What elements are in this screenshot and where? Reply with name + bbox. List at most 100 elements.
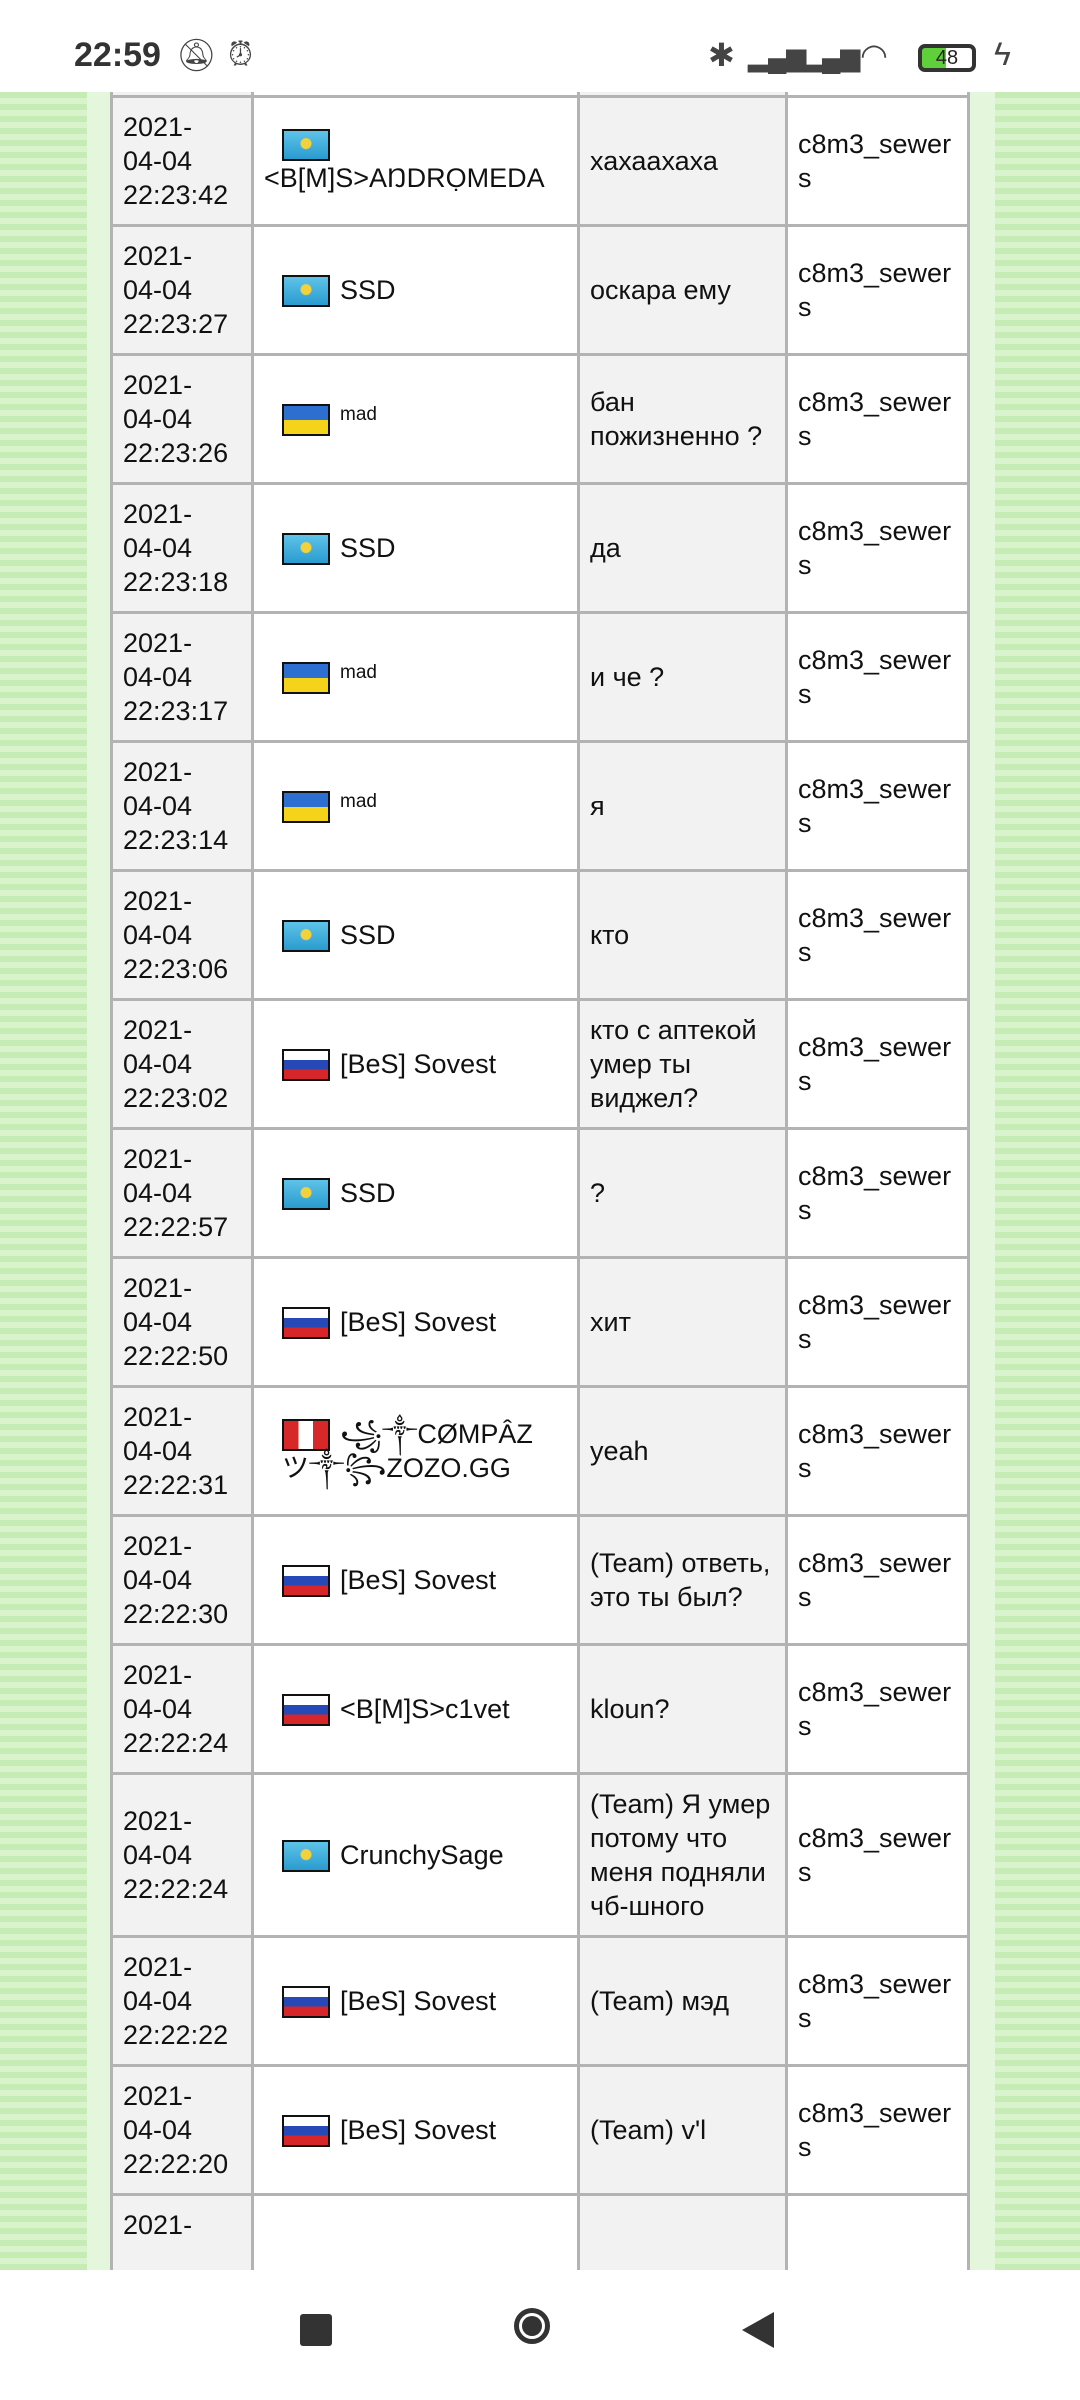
- player-name[interactable]: [BeS] Sovest: [340, 1048, 497, 1079]
- flag-icon-kz: [282, 920, 330, 953]
- player-cell: [251, 2193, 580, 2270]
- map-cell: c8m3_sewers: [785, 1935, 970, 2067]
- player-cell: <B[M]S>AŊDRỌMEDA: [251, 95, 580, 227]
- timestamp-cell: 2021- 04-04 22:23:14: [110, 740, 254, 872]
- timestamp-cell: 2021- 04-04 22:22:24: [110, 1772, 254, 1938]
- flag-icon-ua: [282, 662, 330, 695]
- date-year: 2021-: [123, 1015, 193, 1045]
- time: 22:22:50: [123, 1341, 229, 1371]
- flag-icon-kz: [282, 533, 330, 566]
- time: 22:22:30: [123, 1599, 229, 1629]
- table-row: 2021- 04-04 22:22:20 [BeS] Sovest (Team) v…: [110, 2064, 970, 2196]
- timestamp-cell: 2021- 04-04 22:22:24: [110, 1643, 254, 1775]
- player-name[interactable]: mad: [340, 403, 377, 425]
- message-cell: [577, 2193, 788, 2270]
- timestamp-cell: 2021- 04-04 22:22:20: [110, 2064, 254, 2196]
- player-name[interactable]: [BeS] Sovest: [340, 1564, 497, 1595]
- player-name[interactable]: mad: [340, 661, 377, 683]
- flag-icon-ru: [282, 1694, 330, 1727]
- flag-icon-ru: [282, 1565, 330, 1598]
- message-cell: да: [577, 482, 788, 614]
- date-day: 04-04: [123, 920, 193, 950]
- date-year: 2021-: [123, 1531, 193, 1561]
- timestamp-cell: 2021- 04-04 22:23:06: [110, 869, 254, 1001]
- timestamp-cell: 2021- 04-04 22:23:17: [110, 611, 254, 743]
- timestamp-cell: 2021- 04-04 22:23:26: [110, 353, 254, 485]
- flag-icon-kz: [282, 1178, 330, 1211]
- player-name[interactable]: SSD: [340, 1177, 396, 1208]
- message-cell: (Team) ответь, это ты был?: [577, 1514, 788, 1646]
- table-row: 2021- 04-04 22:22:24 CrunchySage (Team) Я …: [110, 1772, 970, 1938]
- timestamp-cell: 2021- 04-04 22:22:22: [110, 1935, 254, 2067]
- player-name[interactable]: SSD: [340, 532, 396, 563]
- table-row: 2021- 04-04 22:22:57 SSD ? c8m3_sewers: [110, 1127, 970, 1259]
- bell-off-icon: 🔕︎: [176, 37, 217, 73]
- flag-icon-pe: [282, 1419, 330, 1452]
- timestamp-cell: 2021- 04-04 22:23:42: [110, 95, 254, 227]
- player-name[interactable]: SSD: [340, 919, 396, 950]
- back-button[interactable]: [742, 2312, 774, 2348]
- date-day: 04-04: [123, 1049, 193, 1079]
- map-cell: c8m3_sewers: [785, 998, 970, 1130]
- player-cell: mad: [251, 353, 580, 485]
- player-name[interactable]: [BeS] Sovest: [340, 1306, 497, 1337]
- date-year: 2021-: [123, 1144, 193, 1174]
- player-cell: [BeS] Sovest: [251, 1935, 580, 2067]
- wifi-icon: ◠: [860, 37, 888, 73]
- date-day: 04-04: [123, 1694, 193, 1724]
- chat-log-table: 2021- 04-04 22:23:42 <B[M]S>AŊDRỌMEDA хаха…: [110, 92, 970, 2270]
- player-name[interactable]: CrunchySage: [340, 1839, 504, 1870]
- table-row: 2021-: [110, 2193, 970, 2270]
- time: 22:23:17: [123, 696, 229, 726]
- date-year: 2021-: [123, 499, 193, 529]
- table-row: 2021- 04-04 22:22:50 [BeS] Sovest хит c8m3…: [110, 1256, 970, 1388]
- date-year: 2021-: [123, 1402, 193, 1432]
- time: 22:23:42: [123, 180, 229, 210]
- flag-icon-kz: [282, 129, 330, 162]
- player-name[interactable]: mad: [340, 790, 377, 812]
- date-day: 04-04: [123, 1986, 193, 2016]
- map-cell: c8m3_sewers: [785, 224, 970, 356]
- table-row: 2021- 04-04 22:23:14 mad я c8m3_sewers: [110, 740, 970, 872]
- table-row: 2021- 04-04 22:22:24 <B[M]S>c1vet kloun? c…: [110, 1643, 970, 1775]
- alarm-icon: ⏰︎: [228, 36, 253, 72]
- player-name[interactable]: <B[M]S>c1vet: [340, 1693, 510, 1724]
- player-cell: CrunchySage: [251, 1772, 580, 1938]
- player-name[interactable]: [BeS] Sovest: [340, 2114, 497, 2145]
- table-row: 2021- 04-04 22:23:02 [BeS] Sovest кто с ап…: [110, 998, 970, 1130]
- player-name[interactable]: SSD: [340, 274, 396, 305]
- home-button[interactable]: [514, 2308, 550, 2344]
- map-cell: c8m3_sewers: [785, 2064, 970, 2196]
- map-cell: c8m3_sewers: [785, 1772, 970, 1938]
- charging-icon: ϟ: [994, 36, 1011, 72]
- date-day: 04-04: [123, 662, 193, 692]
- player-name[interactable]: [BeS] Sovest: [340, 1985, 497, 2016]
- map-cell: c8m3_sewers: [785, 1385, 970, 1517]
- table-row: 2021- 04-04 22:23:42 <B[M]S>AŊDRỌMEDA хаха…: [110, 95, 970, 227]
- date-day: 04-04: [123, 146, 193, 176]
- time: 22:23:26: [123, 438, 229, 468]
- message-cell: ?: [577, 1127, 788, 1259]
- date-year: 2021-: [123, 628, 193, 658]
- flag-icon-ru: [282, 1049, 330, 1082]
- date-year: 2021-: [123, 370, 193, 400]
- time: 22:22:57: [123, 1212, 229, 1242]
- scroll-area[interactable]: 2021- 04-04 22:23:42 <B[M]S>AŊDRỌMEDA хаха…: [0, 92, 1080, 2270]
- message-cell: кто: [577, 869, 788, 1001]
- player-cell: mad: [251, 740, 580, 872]
- recents-button[interactable]: [300, 2314, 332, 2346]
- table-row: 2021- 04-04 22:23:26 mad бан пожизненно ? …: [110, 353, 970, 485]
- player-cell: [BeS] Sovest: [251, 998, 580, 1130]
- timestamp-cell: 2021- 04-04 22:22:30: [110, 1514, 254, 1646]
- player-cell: [BeS] Sovest: [251, 1514, 580, 1646]
- date-year: 2021-: [123, 1806, 193, 1836]
- player-name[interactable]: <B[M]S>AŊDRỌMEDA: [264, 163, 545, 194]
- date-day: 04-04: [123, 533, 193, 563]
- message-cell: бан пожизненно ?: [577, 353, 788, 485]
- player-name[interactable]: ꧁༒CØMPÂZ ツ༒꧂ZOZO.GG: [282, 1418, 533, 1484]
- bluetooth-icon: ✱: [708, 37, 735, 73]
- status-bar: 22:59 🔕︎ ⏰︎ ✱ ▂▄▆ ▂▄▆ ◠ 48 ϟ: [0, 0, 1080, 92]
- map-cell: c8m3_sewers: [785, 1514, 970, 1646]
- map-cell: c8m3_sewers: [785, 1643, 970, 1775]
- date-day: 04-04: [123, 1178, 193, 1208]
